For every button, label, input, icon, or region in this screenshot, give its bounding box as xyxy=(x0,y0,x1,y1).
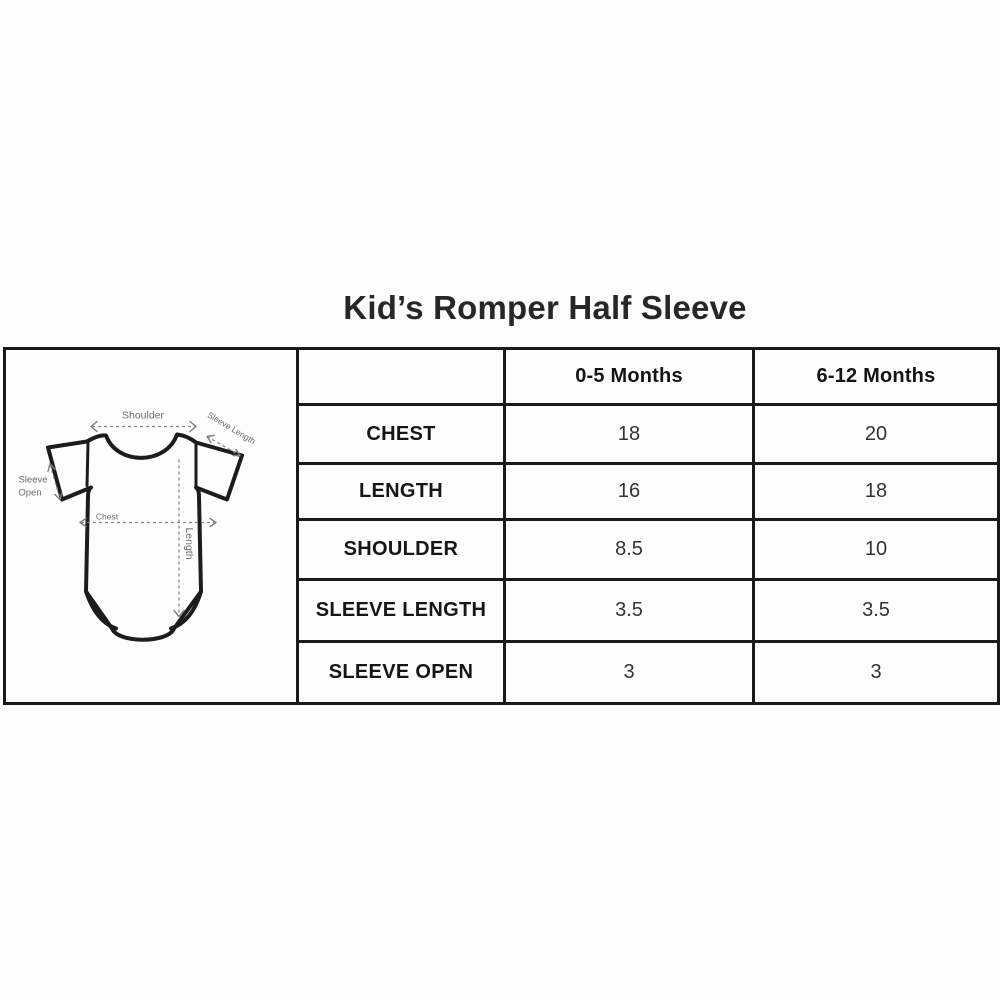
chest-dim-arrow-right xyxy=(209,517,217,528)
sleeve-open-arrow-top xyxy=(47,462,56,473)
shoulder-dim-arrow-right xyxy=(189,420,197,433)
size-chart-table: Shoulder Sleeve Length Sleeve Open Chest xyxy=(3,347,1000,705)
right-leg-opening xyxy=(169,589,203,631)
sleeve-length-value-6-12: 3.5 xyxy=(752,578,1000,643)
row-label-shoulder: SHOULDER xyxy=(296,518,506,581)
table-row: LENGTH 16 18 xyxy=(5,462,1000,521)
sleeve-length-dim-line xyxy=(206,435,241,457)
column-header-6-12-months: 6-12 Months xyxy=(752,347,1000,406)
shoulder-value-0-5: 8.5 xyxy=(503,518,755,581)
table-row: SLEEVE OPEN 3 3 xyxy=(5,640,1000,705)
sleeve-open-value-0-5: 3 xyxy=(503,640,755,705)
length-dim-label: Length xyxy=(183,527,195,559)
chest-dim-label: Chest xyxy=(96,512,119,522)
table-row: SHOULDER 8.5 10 xyxy=(5,518,1000,581)
chest-value-6-12: 20 xyxy=(752,403,1000,465)
romper-measurement-diagram: Shoulder Sleeve Length Sleeve Open Chest xyxy=(3,347,299,705)
row-label-sleeve-length: SLEEVE LENGTH xyxy=(296,578,506,643)
header-row: Shoulder Sleeve Length Sleeve Open Chest xyxy=(3,347,1000,705)
page-title: Kid’s Romper Half Sleeve xyxy=(343,289,747,326)
table-row: CHEST 18 20 xyxy=(5,403,1000,465)
length-dim-arrow-bottom xyxy=(173,609,185,618)
column-header-0-5-months: 0-5 Months xyxy=(503,347,755,406)
shoulder-dim-label: Shoulder xyxy=(122,410,165,422)
row-label-length: LENGTH xyxy=(296,462,506,521)
table-corner-cell xyxy=(296,347,506,406)
sleeve-open-value-6-12: 3 xyxy=(752,640,1000,705)
left-leg-opening xyxy=(84,589,118,631)
chest-value-0-5: 18 xyxy=(503,403,755,465)
sleeve-length-arrow-top xyxy=(206,434,215,444)
length-value-6-12: 18 xyxy=(752,462,1000,521)
sleeve-open-label-line1: Sleeve xyxy=(18,475,47,486)
sleeve-length-arrow-bottom xyxy=(232,448,241,457)
shoulder-value-6-12: 10 xyxy=(752,518,1000,581)
romper-diagram-svg: Shoulder Sleeve Length Sleeve Open Chest xyxy=(18,410,258,642)
romper-outline xyxy=(46,432,244,642)
left-sleeve-seam xyxy=(85,442,90,487)
table-row: SLEEVE LENGTH 3.5 3.5 xyxy=(5,578,1000,643)
row-label-sleeve-open: SLEEVE OPEN xyxy=(296,640,506,705)
sleeve-open-label-line2: Open xyxy=(18,488,41,499)
row-label-chest: CHEST xyxy=(296,403,506,465)
length-value-0-5: 16 xyxy=(503,462,755,521)
shoulder-dim-arrow-left xyxy=(90,420,98,433)
sleeve-open-arrow-bottom xyxy=(54,491,63,501)
chest-dim-arrow-left xyxy=(79,517,87,528)
sleeve-length-value-0-5: 3.5 xyxy=(503,578,755,643)
